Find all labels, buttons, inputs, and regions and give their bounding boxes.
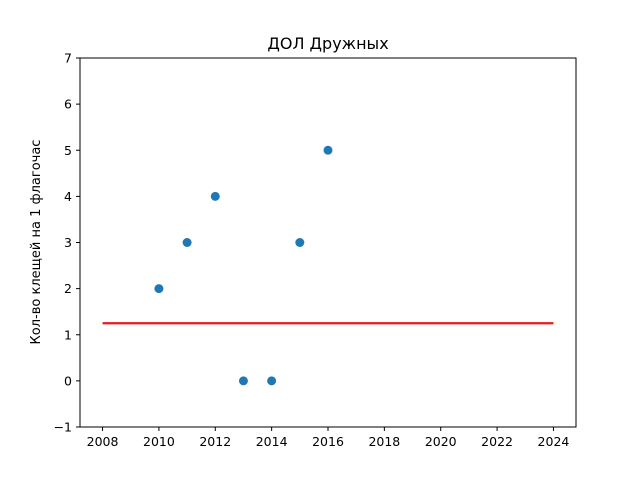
y-axis-label: Кол-во клещей на 1 флагочас — [29, 140, 44, 345]
x-tick-label: 2022 — [481, 434, 513, 449]
y-tick-label: 2 — [64, 281, 72, 296]
x-tick-label: 2012 — [199, 434, 231, 449]
x-tick-label: 2014 — [256, 434, 288, 449]
chart-title: ДОЛ Дружных — [267, 34, 388, 53]
y-tick-label: 7 — [64, 51, 72, 66]
y-tick-label: 1 — [64, 327, 72, 342]
y-tick-label: 0 — [64, 373, 72, 388]
x-tick-label: 2020 — [425, 434, 457, 449]
data-point — [154, 284, 164, 294]
y-tick-label: 3 — [64, 235, 72, 250]
x-tick-label: 2024 — [538, 434, 570, 449]
y-tick-label: −1 — [54, 420, 72, 435]
data-point — [238, 376, 248, 386]
x-tick-label: 2016 — [312, 434, 344, 449]
data-point — [323, 145, 333, 155]
y-tick-label: 4 — [64, 189, 72, 204]
x-tick-label: 2018 — [368, 434, 400, 449]
data-point — [295, 238, 305, 247]
x-tick-label: 2008 — [87, 434, 119, 449]
x-tick-label: 2010 — [143, 434, 175, 449]
plot-frame — [79, 57, 577, 428]
y-tick-label: 6 — [64, 97, 72, 112]
data-point — [267, 376, 277, 386]
y-tick-label: 5 — [64, 143, 72, 158]
data-point — [210, 191, 220, 201]
data-point — [182, 238, 192, 247]
